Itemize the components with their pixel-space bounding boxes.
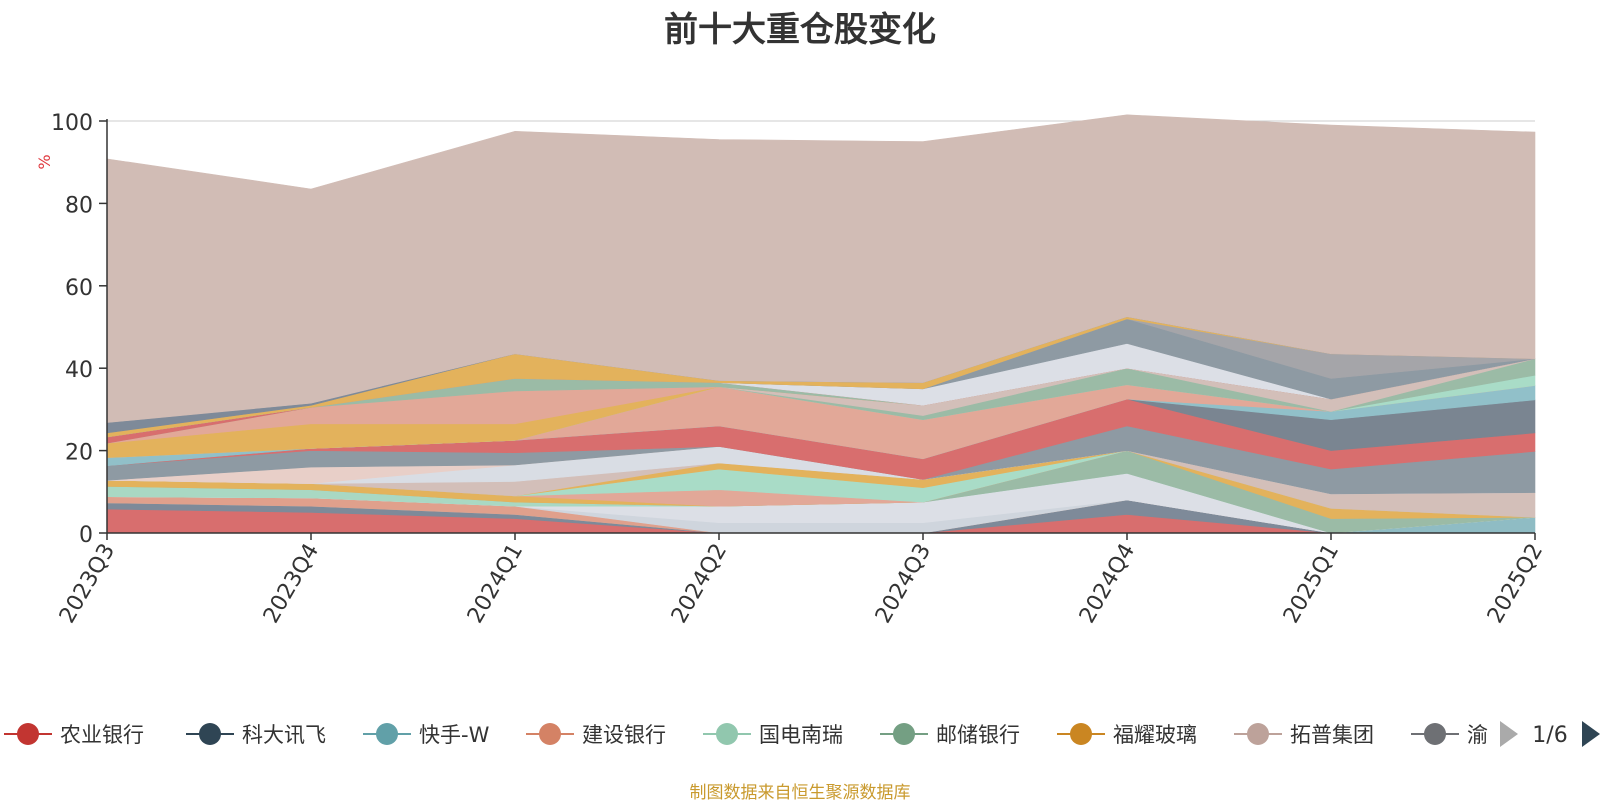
y-tick-label: 20: [65, 441, 93, 466]
legend-item[interactable]: 渝: [1411, 723, 1488, 747]
legend-item[interactable]: 农业银行: [4, 723, 144, 747]
chart-title: 前十大重仓股变化: [664, 10, 936, 50]
legend-marker: [199, 723, 221, 745]
legend-label: 科大讯飞: [242, 723, 326, 747]
x-tick-label: 2025Q2: [1483, 540, 1548, 628]
legend-item[interactable]: 邮储银行: [880, 723, 1020, 747]
y-tick-label: 0: [79, 523, 93, 548]
legend-label: 渝: [1467, 723, 1488, 747]
x-tick-label: 2025Q1: [1279, 540, 1344, 628]
x-tick-label: 2024Q4: [1075, 540, 1140, 628]
legend-marker: [893, 723, 915, 745]
y-axis-unit: %: [35, 154, 54, 169]
x-tick-label: 2023Q3: [55, 540, 120, 628]
legend-prev-icon[interactable]: [1500, 721, 1518, 747]
legend-label: 建设银行: [582, 723, 666, 747]
legend-label: 福耀玻璃: [1113, 723, 1197, 747]
legend-item[interactable]: 国电南瑞: [703, 723, 843, 747]
legend-item[interactable]: 拓普集团: [1234, 723, 1374, 747]
area-series: [106, 114, 1536, 534]
legend-item[interactable]: 快手-W: [363, 723, 490, 747]
y-tick-label: 80: [65, 193, 93, 218]
legend-item[interactable]: 福耀玻璃: [1057, 723, 1197, 747]
x-tick-label: 2024Q2: [667, 540, 732, 628]
legend-label: 邮储银行: [936, 723, 1020, 747]
legend-next-icon[interactable]: [1582, 721, 1600, 747]
legend-marker: [539, 723, 561, 745]
x-tick-label: 2023Q4: [259, 540, 324, 628]
source-note: 制图数据来自恒生聚源数据库: [689, 783, 911, 803]
x-tick-label: 2024Q3: [871, 540, 936, 628]
legend-label: 农业银行: [60, 723, 144, 747]
legend-label: 拓普集团: [1290, 723, 1374, 747]
legend-item[interactable]: 建设银行: [526, 723, 666, 747]
y-tick-label: 60: [65, 276, 93, 301]
area-band[interactable]: [106, 114, 1536, 423]
legend-marker: [17, 723, 39, 745]
legend: 农业银行 科大讯飞 快手-W 建设银行 国电南瑞 邮储银行 福耀玻璃 拓普集团 渝 1/6: [4, 721, 1600, 748]
legend-marker: [716, 723, 738, 745]
x-tick-label: 2024Q1: [463, 540, 528, 628]
legend-marker: [1247, 723, 1269, 745]
legend-marker: [1424, 723, 1446, 745]
y-tick-label: 40: [65, 358, 93, 383]
y-tick-label: 100: [51, 111, 93, 136]
legend-label: 快手-W: [419, 723, 490, 747]
legend-marker: [376, 723, 398, 745]
legend-item[interactable]: 科大讯飞: [186, 723, 326, 747]
legend-page-indicator: 1/6: [1532, 723, 1567, 748]
legend-marker: [1070, 723, 1092, 745]
legend-label: 国电南瑞: [759, 723, 843, 747]
